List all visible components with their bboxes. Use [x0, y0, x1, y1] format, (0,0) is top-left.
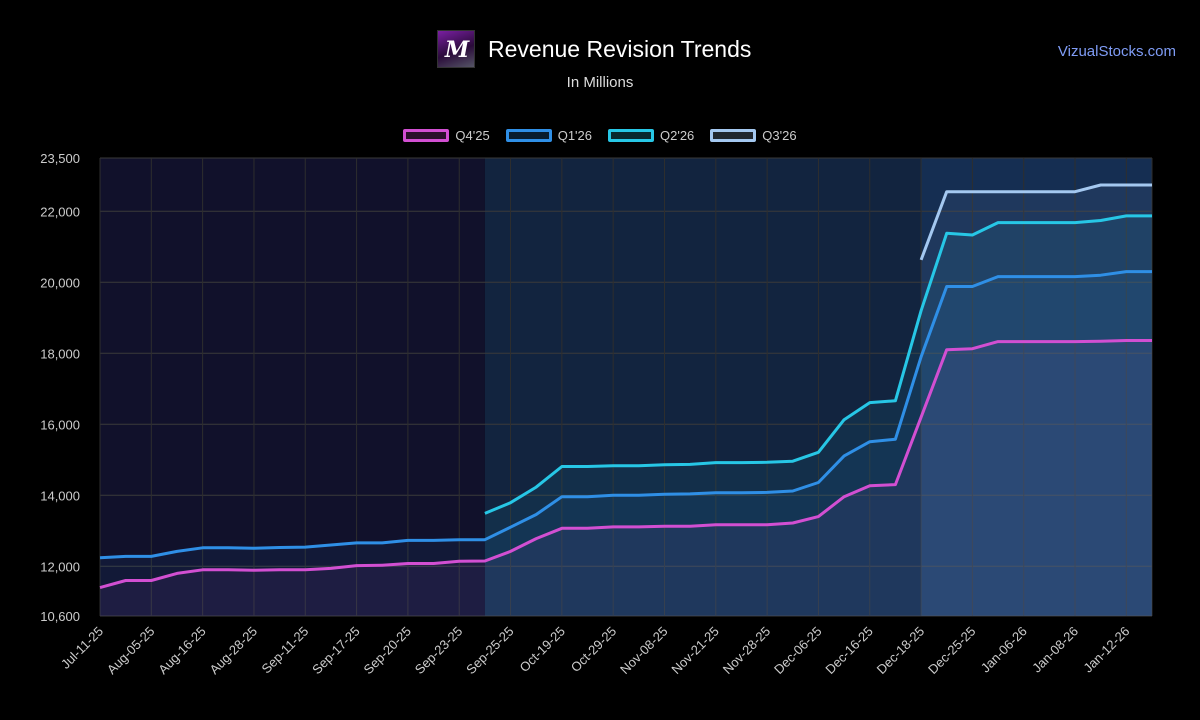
- legend-swatch: [505, 129, 552, 142]
- series-area: [921, 185, 1152, 616]
- x-tick-label: Sep-23-25: [412, 624, 466, 678]
- x-tick-label: Aug-16-25: [155, 624, 209, 678]
- series-lines: [99, 183, 1152, 590]
- x-tick-label: Jan-08-26: [1029, 624, 1081, 676]
- series-areas: [100, 185, 1152, 616]
- x-tick-label: Dec-25-25: [925, 624, 979, 678]
- x-tick-label: Nov-21-25: [668, 624, 722, 678]
- series-line: [99, 339, 1152, 590]
- x-tick-label: Oct-19-25: [516, 624, 567, 675]
- series-line: [99, 270, 1152, 560]
- x-tick-label: Nov-28-25: [720, 624, 774, 678]
- chart-legend: Q4'25 Q1'26 Q2'26 Q3'26: [0, 128, 1200, 143]
- legend-item-q3-26[interactable]: Q3'26: [710, 128, 797, 143]
- y-tick-label: 18,000: [40, 346, 80, 361]
- y-tick-label: 20,000: [40, 275, 80, 290]
- brand-logo-icon: M: [437, 30, 475, 68]
- series-area: [100, 340, 1152, 616]
- x-tick-label: Sep-17-25: [309, 624, 363, 678]
- y-tick-label: 14,000: [40, 488, 80, 503]
- legend-label: Q1'26: [557, 128, 592, 143]
- grid-lines: [99, 157, 1153, 617]
- y-axis-ticks: 10,600 12,000 14,000 16,000 18,000 20,000 22,0…: [40, 151, 80, 624]
- series-area: [100, 271, 1152, 616]
- legend-label: Q2'26: [660, 128, 695, 143]
- series-line: [919, 183, 1152, 261]
- legend-item-q2-26[interactable]: Q2'26: [608, 128, 694, 143]
- legend-swatch: [608, 129, 654, 142]
- legend-label: Q4'25: [455, 128, 490, 143]
- x-tick-label: Dec-18-25: [874, 624, 928, 678]
- legend-item-q1-26[interactable]: Q1'26: [505, 128, 592, 143]
- x-tick-label: Nov-08-25: [617, 624, 671, 678]
- x-tick-label: Dec-16-25: [822, 624, 876, 678]
- y-tick-label: 10,600: [40, 609, 80, 624]
- x-tick-label: Sep-25-25: [463, 624, 517, 678]
- period-band: [484, 158, 922, 616]
- x-tick-label: Sep-11-25: [259, 624, 312, 677]
- x-tick-label: Aug-05-25: [104, 624, 158, 678]
- series-line: [484, 214, 1152, 515]
- brand-link[interactable]: VizualStocks.com: [1057, 43, 1176, 60]
- legend-swatch: [403, 129, 450, 142]
- x-tick-label: Sep-20-25: [360, 624, 414, 678]
- y-tick-label: 16,000: [40, 417, 80, 432]
- x-axis-ticks: Jul-11-25Aug-05-25Aug-16-25Aug-28-25Sep-…: [58, 624, 1133, 678]
- legend-label: Q3'26: [762, 128, 797, 143]
- chart-subtitle: In Millions: [566, 74, 634, 91]
- x-tick-label: Oct-29-25: [568, 624, 619, 675]
- period-shading: [100, 158, 1152, 616]
- y-tick-label: 23,500: [40, 151, 80, 166]
- chart-header: M Revenue Revision Trends In Millions Vi…: [0, 0, 1200, 110]
- x-tick-label: Aug-28-25: [207, 624, 261, 678]
- y-tick-label: 12,000: [40, 559, 80, 574]
- y-tick-label: 22,000: [40, 204, 80, 219]
- series-area: [484, 215, 1152, 616]
- x-tick-label: Dec-06-25: [771, 624, 825, 678]
- legend-item-q4-25[interactable]: Q4'25: [403, 128, 490, 143]
- chart-title: Revenue Revision Trends: [488, 36, 752, 62]
- legend-swatch: [710, 129, 757, 142]
- x-tick-label: Jan-12-26: [1080, 624, 1132, 676]
- x-tick-label: Jul-11-25: [58, 624, 106, 672]
- x-tick-label: Jan-06-26: [978, 624, 1030, 676]
